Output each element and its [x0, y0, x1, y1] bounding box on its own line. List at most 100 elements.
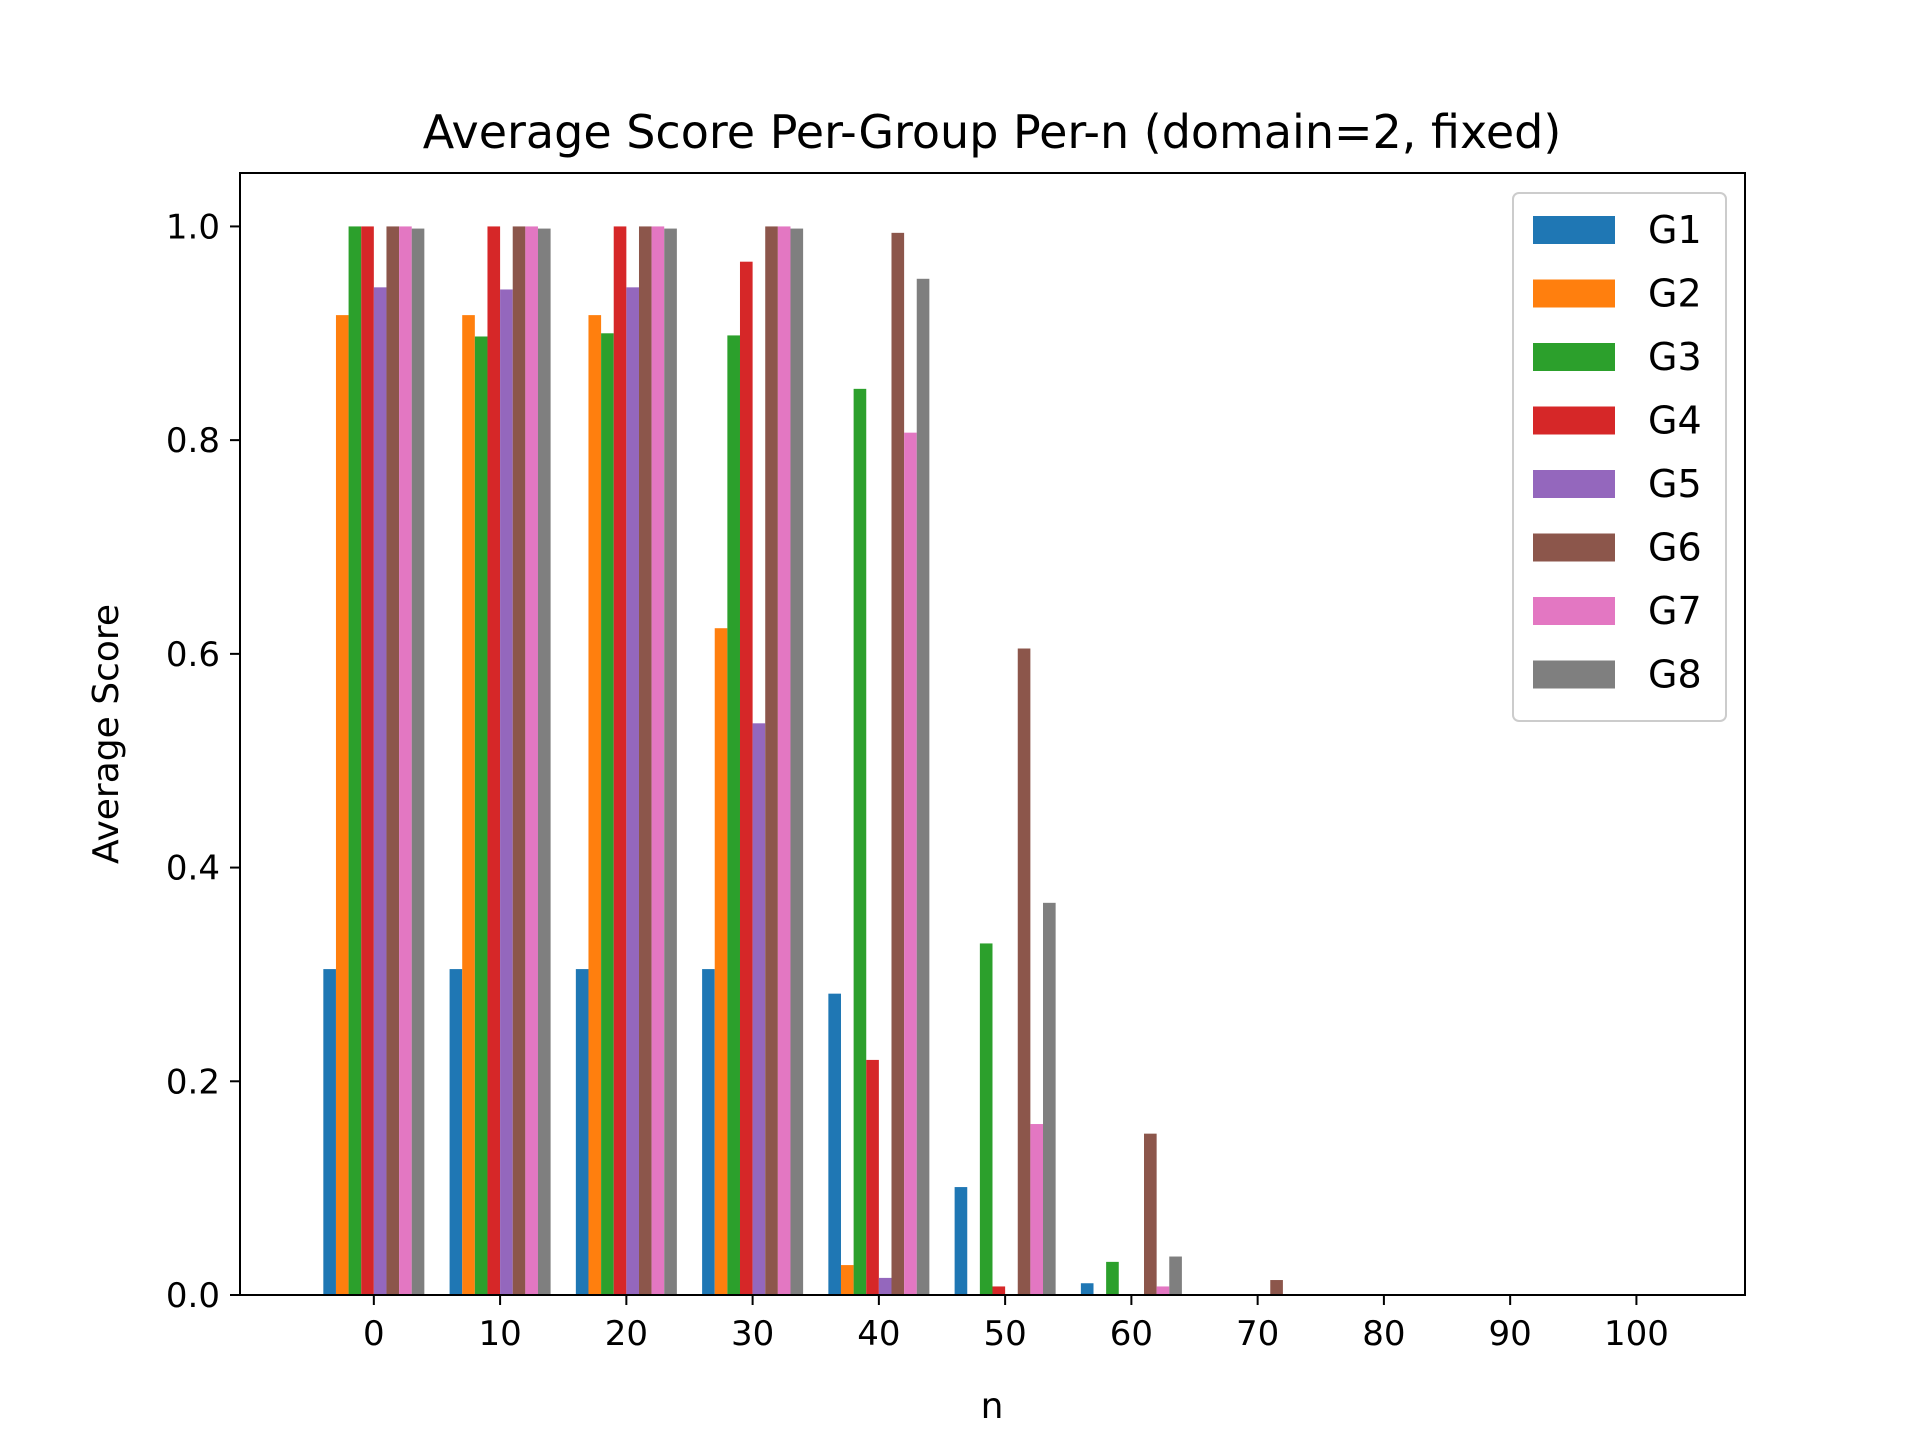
bar-g4-n40	[866, 1059, 879, 1295]
bar-g1-n20	[575, 969, 589, 1295]
bar-g6-n20	[638, 226, 652, 1296]
legend-swatch-g8	[1533, 660, 1615, 689]
legend-label-g7: G7	[1648, 589, 1702, 633]
bar-g2-n30	[714, 628, 728, 1295]
y-tick-label: 0.6	[166, 635, 220, 675]
x-tick-label: 50	[983, 1314, 1026, 1354]
bar-g4-n0	[361, 226, 374, 1296]
bar-g8-n30	[790, 228, 804, 1295]
x-tick-label: 30	[731, 1314, 774, 1354]
bar-g8-n40	[916, 278, 930, 1295]
legend-label-g5: G5	[1648, 462, 1702, 506]
legend-swatch-g5	[1533, 470, 1615, 498]
bar-g5-n40	[878, 1277, 892, 1295]
legend-swatch-g1	[1533, 216, 1615, 244]
plot-frame	[239, 172, 1746, 1296]
bar-g4-n50	[992, 1286, 1006, 1295]
bar-g6-n60	[1144, 1133, 1157, 1295]
x-tick-label: 100	[1604, 1314, 1669, 1354]
series-g8	[411, 228, 1182, 1295]
legend-box	[1512, 192, 1727, 722]
bar-g4-n20	[613, 226, 627, 1296]
bar-g8-n10	[537, 228, 551, 1295]
legend-label-g3: G3	[1648, 335, 1702, 379]
bar-g5-n0	[373, 287, 387, 1296]
bar-g1-n10	[449, 969, 463, 1295]
bar-g6-n40	[891, 232, 905, 1296]
bar-g6-n50	[1017, 648, 1031, 1295]
bar-g3-n60	[1106, 1261, 1119, 1295]
bar-g8-n50	[1043, 902, 1056, 1295]
bar-g1-n40	[828, 993, 841, 1295]
x-tick-label: 10	[478, 1314, 521, 1354]
bar-g1-n60	[1080, 1283, 1094, 1295]
legend-label-g1: G1	[1648, 208, 1702, 252]
bar-g1-n50	[954, 1187, 968, 1295]
x-tick-label: 90	[1489, 1314, 1532, 1354]
legend-swatch-g7	[1533, 597, 1615, 625]
bar-g4-n30	[739, 261, 753, 1296]
bar-g4-n10	[487, 226, 501, 1296]
x-tick-label: 70	[1236, 1314, 1279, 1354]
bar-g3-n0	[348, 226, 362, 1296]
y-tick-label: 0.4	[166, 849, 220, 889]
bar-g7-n0	[399, 226, 412, 1296]
y-tick-label: 1.0	[166, 207, 220, 247]
bar-g6-n70	[1270, 1280, 1283, 1295]
bar-g7-n30	[777, 226, 791, 1296]
plot-area	[323, 226, 1283, 1296]
bar-g8-n0	[411, 228, 425, 1295]
legend-label-g4: G4	[1648, 399, 1702, 443]
bar-g1-n0	[323, 969, 336, 1295]
bar-g6-n10	[512, 226, 526, 1296]
bar-g2-n0	[335, 315, 349, 1295]
bar-g1-n30	[702, 969, 715, 1295]
bar-g8-n60	[1169, 1256, 1182, 1295]
x-tick-label: 20	[605, 1314, 648, 1354]
series-g7	[399, 226, 1170, 1296]
y-tick-label: 0.2	[166, 1062, 220, 1102]
bar-g2-n10	[462, 315, 475, 1295]
y-tick-label: 0.8	[166, 421, 220, 461]
x-tick-label: 0	[363, 1314, 385, 1354]
legend-label-g8: G8	[1648, 653, 1702, 697]
legend: G1 G2 G3 G4 G5 G6 G7 G8	[1512, 192, 1727, 722]
bar-g3-n20	[601, 333, 614, 1295]
bar-g7-n40	[904, 432, 917, 1295]
series-g1	[323, 969, 1094, 1295]
bar-g5-n20	[626, 287, 639, 1296]
bar-g2-n20	[588, 315, 602, 1295]
bar-g3-n10	[474, 336, 488, 1295]
bar-g5-n30	[752, 723, 766, 1295]
bar-g7-n20	[651, 226, 665, 1296]
bar-g7-n60	[1156, 1286, 1170, 1295]
y-axis-label: Average Score	[86, 604, 127, 864]
legend-swatch-g3	[1533, 343, 1615, 371]
series-g3	[348, 226, 1119, 1296]
bar-g3-n40	[853, 388, 867, 1296]
legend-swatch-g6	[1533, 533, 1615, 562]
x-axis: 0 10 20 30 40 50 60 70 80 90 100	[363, 1295, 1669, 1354]
series-g6	[386, 226, 1283, 1296]
bar-g6-n0	[386, 226, 400, 1296]
y-tick-label: 0.0	[166, 1276, 220, 1316]
series-g4	[361, 226, 1006, 1296]
bar-g3-n50	[979, 943, 993, 1295]
bar-g6-n30	[765, 226, 778, 1296]
legend-label-g2: G2	[1648, 272, 1702, 316]
bar-g8-n20	[664, 228, 677, 1295]
bar-g2-n40	[840, 1265, 854, 1295]
bar-g5-n10	[500, 289, 513, 1296]
x-axis-label: n	[981, 1386, 1004, 1427]
x-tick-label: 40	[857, 1314, 900, 1354]
series-g5	[373, 287, 892, 1296]
bar-g7-n50	[1030, 1124, 1044, 1295]
legend-swatch-g4	[1533, 406, 1615, 435]
legend-label-g6: G6	[1648, 526, 1702, 570]
bar-g7-n10	[525, 226, 538, 1296]
legend-swatch-g2	[1533, 279, 1615, 308]
series-g2	[335, 315, 854, 1295]
x-tick-label: 80	[1362, 1314, 1405, 1354]
